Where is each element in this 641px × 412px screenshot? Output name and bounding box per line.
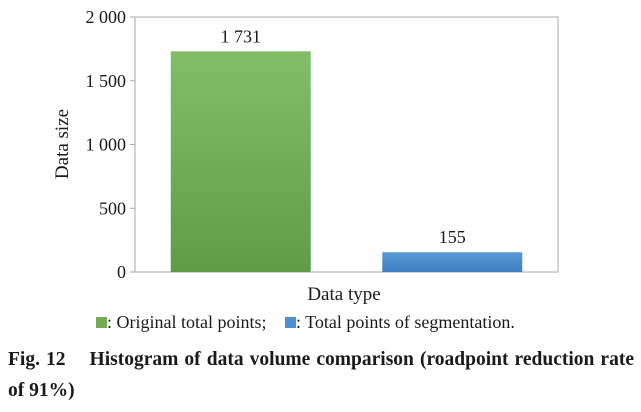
- legend: : Original total points; : Total points …: [96, 312, 529, 333]
- bar-value-label: 1 731: [221, 26, 262, 46]
- y-tick-label: 500: [99, 198, 126, 218]
- figure-label: Fig. 12: [8, 349, 66, 370]
- y-axis-title: Data size: [52, 109, 73, 179]
- figure-caption: Fig. 12 Histogram of data volume comparis…: [8, 344, 634, 406]
- legend-swatch-segmentation: [285, 317, 296, 328]
- chart: 0 500 1 000 1 500 2 000 1 731 155 Data size D…: [52, 7, 559, 305]
- bar-original-total-points: [170, 51, 311, 272]
- figure-caption-text: Histogram of data volume comparison (roa…: [8, 349, 634, 401]
- legend-swatch-original: [96, 317, 107, 328]
- x-axis-title: Data type: [307, 284, 380, 305]
- y-tick-label: 2 000: [86, 7, 127, 27]
- bar-segmentation-points: [382, 252, 523, 272]
- y-tick-label: 0: [117, 262, 126, 282]
- legend-item-segmentation: : Total points of segmentation.: [285, 312, 515, 333]
- bar-value-label: 155: [439, 227, 466, 247]
- y-tick-label: 1 500: [86, 71, 127, 91]
- legend-item-original: : Original total points;: [96, 312, 267, 333]
- y-tick-label: 1 000: [86, 135, 127, 155]
- legend-label-original: : Original total points;: [107, 312, 267, 332]
- legend-label-segmentation: : Total points of segmentation.: [296, 312, 515, 332]
